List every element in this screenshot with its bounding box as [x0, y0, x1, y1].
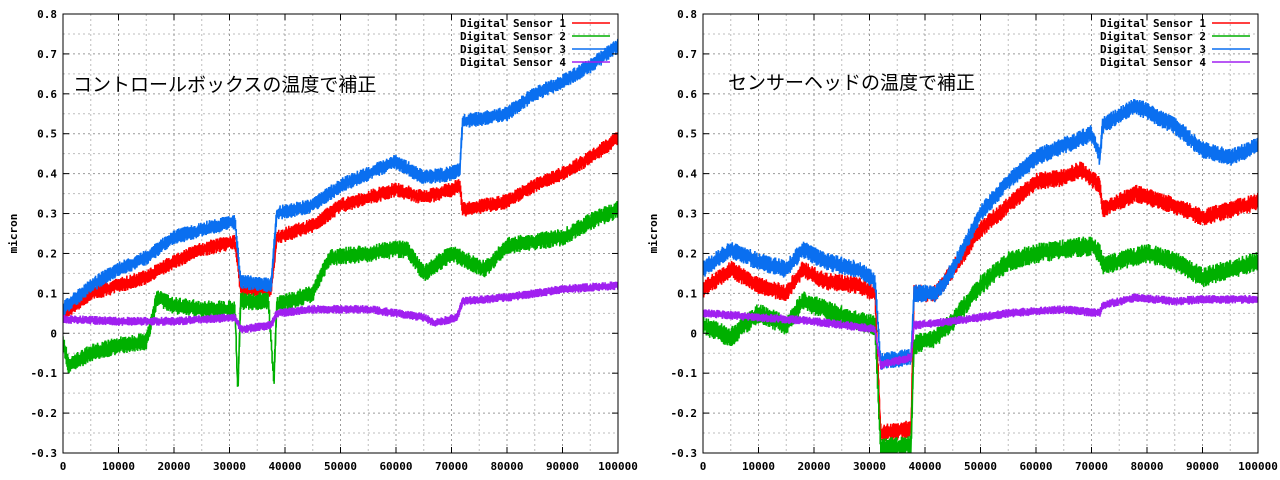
- x-tick-label: 10000: [742, 460, 775, 473]
- x-tick-label: 40000: [268, 460, 301, 473]
- legend-label-sensor-1: Digital Sensor 1: [460, 17, 566, 30]
- chart-right-svg: -0.3 -0.2 -0.1 0 0.1 0.2 0.3 0.4 0.5 0.6 0.7 0.8 0 10…: [647, 8, 1278, 473]
- series-line-sensor-1: [703, 161, 1258, 442]
- y-tick-label: 0: [50, 327, 57, 340]
- series-group: [63, 38, 618, 387]
- series-line-sensor-2: [63, 200, 618, 387]
- x-tick-label: 60000: [1019, 460, 1052, 473]
- y-tick-label: -0.1: [31, 367, 58, 380]
- chart-annotation: コントロールボックスの温度で補正: [73, 74, 376, 96]
- x-tick-label: 70000: [1075, 460, 1108, 473]
- y-tick-label: 0.7: [677, 48, 697, 61]
- x-tick-label: 0: [700, 460, 707, 473]
- y-tick-label: -0.2: [671, 407, 698, 420]
- series-line-sensor-3: [703, 99, 1258, 370]
- y-tick-label: -0.2: [31, 407, 58, 420]
- y-axis-label: micron: [647, 214, 660, 254]
- y-tick-label: 0.5: [37, 128, 57, 141]
- y-tick-label: 0.4: [37, 168, 57, 181]
- series-line-sensor-1: [63, 132, 618, 321]
- legend-label-sensor-1: Digital Sensor 1: [1100, 17, 1206, 30]
- series-line-sensor-4: [703, 293, 1258, 370]
- legend-label-sensor-3: Digital Sensor 3: [460, 43, 566, 56]
- x-tick-label: 80000: [490, 460, 523, 473]
- legend-label-sensor-2: Digital Sensor 2: [1100, 30, 1206, 43]
- x-tick-label: 50000: [324, 460, 357, 473]
- series-line-sensor-3: [63, 38, 618, 316]
- y-axis-label: micron: [7, 214, 20, 254]
- x-tick-label: 30000: [853, 460, 886, 473]
- x-tick-label: 60000: [379, 460, 412, 473]
- x-tick-label: 50000: [964, 460, 997, 473]
- x-tick-label: 40000: [908, 460, 941, 473]
- legend-label-sensor-4: Digital Sensor 4: [1100, 56, 1206, 69]
- legend-label-sensor-3: Digital Sensor 3: [1100, 43, 1206, 56]
- y-tick-label: 0.2: [37, 247, 57, 260]
- x-tick-label: 20000: [797, 460, 830, 473]
- chart-panel-right: -0.3 -0.2 -0.1 0 0.1 0.2 0.3 0.4 0.5 0.6 0.7 0.8 0 10…: [640, 0, 1280, 480]
- y-tick-label: -0.1: [671, 367, 698, 380]
- legend-label-sensor-2: Digital Sensor 2: [460, 30, 566, 43]
- x-tick-label: 30000: [213, 460, 246, 473]
- y-tick-label: 0: [690, 327, 697, 340]
- grid-lines: [703, 14, 1258, 453]
- x-tick-label: 20000: [157, 460, 190, 473]
- y-tick-label: 0.8: [677, 8, 697, 21]
- grid-lines: [63, 14, 618, 453]
- legend-label-sensor-4: Digital Sensor 4: [460, 56, 566, 69]
- x-tick-label: 70000: [435, 460, 468, 473]
- y-tick-label: -0.3: [31, 447, 58, 460]
- y-tick-label: 0.5: [677, 128, 697, 141]
- x-tick-label: 10000: [102, 460, 135, 473]
- y-tick-label: 0.3: [37, 208, 57, 221]
- y-tick-label: 0.6: [37, 88, 57, 101]
- x-tick-label: 0: [60, 460, 67, 473]
- y-tick-label: 0.2: [677, 247, 697, 260]
- y-tick-label: 0.4: [677, 168, 697, 181]
- y-tick-label: 0.8: [37, 8, 57, 21]
- chart-annotation: センサーヘッドの温度で補正: [728, 72, 975, 94]
- y-tick-label: 0.7: [37, 48, 57, 61]
- x-tick-label: 90000: [546, 460, 579, 473]
- series-line-sensor-2: [703, 236, 1258, 453]
- x-tick-label: 90000: [1186, 460, 1219, 473]
- x-tick-label: 100000: [1238, 460, 1278, 473]
- y-tick-label: 0.1: [37, 287, 57, 300]
- y-tick-label: 0.1: [677, 287, 697, 300]
- y-tick-label: -0.3: [671, 447, 698, 460]
- y-tick-label: 0.6: [677, 88, 697, 101]
- y-tick-label: 0.3: [677, 208, 697, 221]
- series-group: [703, 99, 1258, 453]
- chart-panel-left: -0.3 -0.2 -0.1 0 0.1 0.2 0.3 0.4 0.5 0.6 0.7 0.8 0 10…: [7, 8, 638, 473]
- x-tick-label: 80000: [1130, 460, 1163, 473]
- series-line-sensor-4: [63, 281, 618, 334]
- chart-left-svg: -0.3 -0.2 -0.1 0 0.1 0.2 0.3 0.4 0.5 0.6 0.7 0.8 0 10…: [7, 8, 638, 473]
- x-tick-label: 100000: [598, 460, 638, 473]
